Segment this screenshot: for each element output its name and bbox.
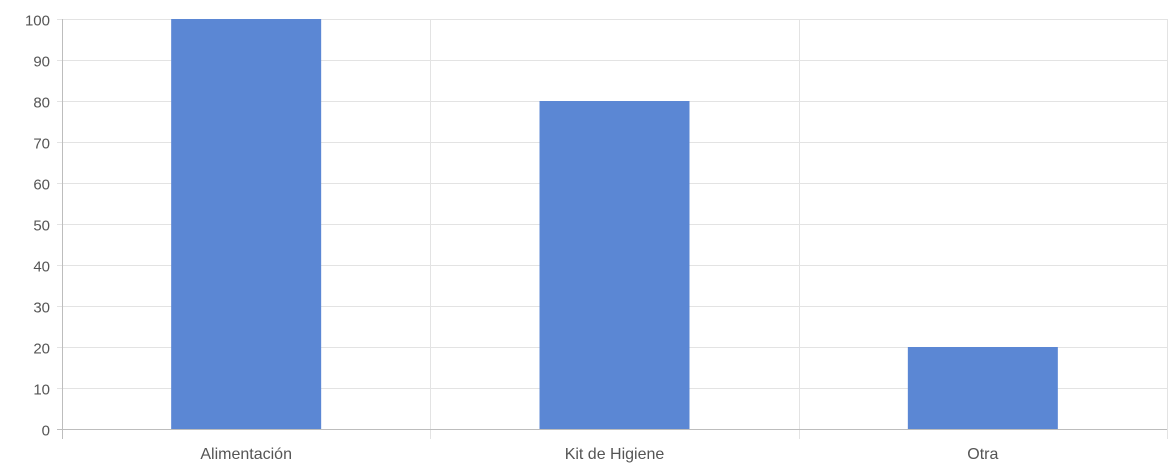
bar-kit-de-higiene[interactable] <box>539 101 690 429</box>
bar-alimentaci-n[interactable] <box>171 19 322 429</box>
y-tick-label: 100 <box>25 13 50 30</box>
y-tick-label: 70 <box>33 136 50 153</box>
y-tick-label: 90 <box>33 54 50 71</box>
x-tick-label: Kit de Higiene <box>565 446 665 463</box>
y-tick-label: 10 <box>33 382 50 399</box>
y-tick-label: 40 <box>33 259 50 276</box>
x-tick-label: Alimentación <box>200 446 292 463</box>
y-tick-label: 30 <box>33 300 50 317</box>
bar-otra[interactable] <box>907 347 1058 429</box>
y-tick-label: 20 <box>33 341 50 358</box>
y-tick-label: 0 <box>42 423 50 440</box>
label-layer: 0 10 20 30 40 50 60 70 80 90 100 Alimentación Kit de… <box>25 13 999 464</box>
x-tick-label: Otra <box>967 446 998 463</box>
y-tick-label: 50 <box>33 218 50 235</box>
axis-layer <box>57 19 1167 439</box>
y-tick-label: 60 <box>33 177 50 194</box>
bar-layer <box>171 19 1058 429</box>
y-tick-label: 80 <box>33 95 50 112</box>
